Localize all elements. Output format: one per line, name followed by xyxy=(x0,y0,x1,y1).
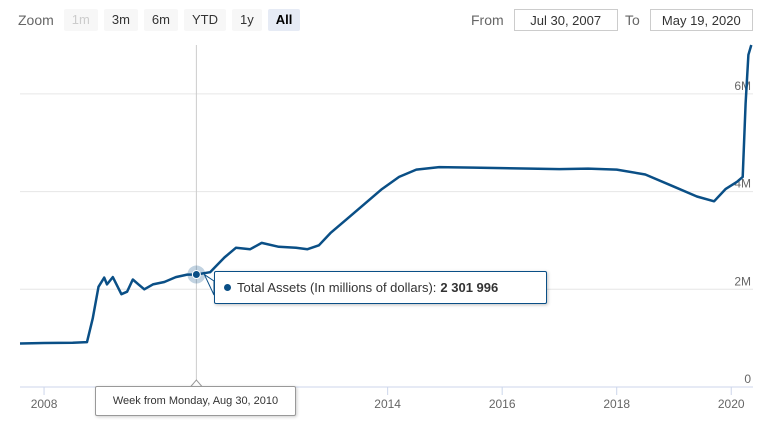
date-range-to: To May 19, 2020 xyxy=(625,8,753,32)
x-tick-label: 2020 xyxy=(718,397,745,411)
zoom-button-ytd[interactable]: YTD xyxy=(183,9,226,31)
y-tick-label: 0 xyxy=(744,372,751,386)
hover-dot xyxy=(191,270,201,280)
crosshair-x-label-text: Week from Monday, Aug 30, 2010 xyxy=(112,395,279,407)
x-tick-label: 2008 xyxy=(31,397,58,411)
y-tick-label: 2M xyxy=(734,274,751,288)
to-date-input[interactable]: May 19, 2020 xyxy=(649,9,753,31)
y-axis: 0 2M 4M 6M xyxy=(734,79,751,386)
x-tick-label: 2014 xyxy=(374,397,401,411)
zoom-button-6m[interactable]: 6m xyxy=(143,9,178,31)
x-tick-label: 2016 xyxy=(489,397,516,411)
from-label: From xyxy=(471,12,504,28)
date-range-from: From Jul 30, 2007 xyxy=(471,8,618,32)
hover-point-marker xyxy=(187,265,206,284)
zoom-label: Zoom xyxy=(18,12,54,28)
to-label: To xyxy=(625,12,640,28)
from-date-input[interactable]: Jul 30, 2007 xyxy=(513,9,618,31)
zoom-button-all[interactable]: All xyxy=(267,9,301,31)
zoom-button-1m: 1m xyxy=(63,9,98,31)
y-tick-label: 6M xyxy=(734,79,751,93)
series-line-total-assets[interactable] xyxy=(19,44,753,345)
crosshair-x-label: Week from Monday, Aug 30, 2010 xyxy=(95,386,296,416)
tooltip-pointer xyxy=(203,273,215,296)
tooltip-value: 2 301 996 xyxy=(440,280,499,295)
zoom-button-1y[interactable]: 1y xyxy=(231,9,262,31)
y-tick-label: 4M xyxy=(734,177,751,191)
grid-lines xyxy=(20,93,753,388)
zoom-selector: Zoom 1m 3m 6m YTD 1y All xyxy=(18,8,306,32)
zoom-button-3m[interactable]: 3m xyxy=(103,9,138,31)
x-tick-label: 2018 xyxy=(603,397,630,411)
series-tooltip: Total Assets (In millions of dollars): 2… xyxy=(214,271,547,304)
series-color-dot xyxy=(224,284,231,291)
tooltip-series-label: Total Assets (In millions of dollars): xyxy=(237,280,437,295)
